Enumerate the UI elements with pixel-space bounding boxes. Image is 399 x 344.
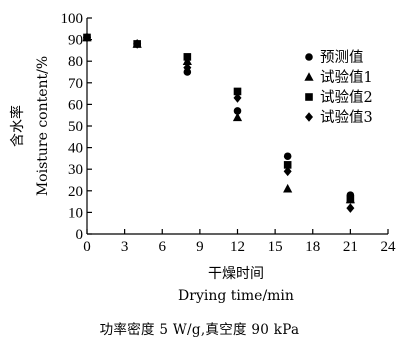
y-tick-label: 60 <box>68 97 83 113</box>
square-point <box>346 195 355 204</box>
triangle-point <box>232 112 243 122</box>
triangle-point <box>283 183 293 193</box>
legend-label: 预测值 <box>320 49 364 66</box>
y-tick-label: 10 <box>68 205 83 221</box>
y-axis-title-en: Moisture content/% <box>35 56 51 196</box>
legend-diamond-marker <box>305 112 313 122</box>
x-tick-label: 6 <box>159 239 167 255</box>
legend-square-marker <box>305 93 313 101</box>
chart: 0 3 6 9 12 15 18 21 24 0 10 20 30 40 50 60 70 80 90 100 预测值… <box>9 11 397 304</box>
circle-point <box>233 107 242 115</box>
x-axis-title-en: Drying time/min <box>178 288 294 304</box>
y-tick-label: 80 <box>68 54 83 70</box>
y-tick-label: 90 <box>68 33 83 49</box>
diamond-point <box>83 32 91 43</box>
diamond-point <box>133 39 142 49</box>
y-tick-label: 40 <box>68 141 83 157</box>
y-tick-label: 0 <box>76 227 84 243</box>
diamond-point <box>183 62 192 73</box>
legend-triangle-marker <box>304 72 314 81</box>
axes <box>86 17 389 235</box>
x-tick-label: 3 <box>121 239 129 255</box>
diamond-point <box>283 166 292 177</box>
diamond-point <box>346 203 355 213</box>
y-tick-label: 100 <box>61 11 84 27</box>
x-axis-title-cn: 干燥时间 <box>208 266 264 282</box>
legend-circle-marker <box>305 53 313 61</box>
x-tick-label: 21 <box>343 239 358 255</box>
triangle-point <box>182 56 192 65</box>
x-tick-label: 12 <box>230 239 245 255</box>
y-tick-label: 20 <box>68 184 83 200</box>
diamond-point <box>233 93 242 103</box>
legend-label: 试验值2 <box>320 89 373 106</box>
square-point <box>283 161 292 169</box>
data-points <box>82 32 355 213</box>
y-tick-label: 50 <box>68 119 83 135</box>
x-tick-label: 9 <box>196 239 204 255</box>
legend-label: 试验值1 <box>320 69 373 86</box>
legend-label: 试验值3 <box>320 109 373 126</box>
square-point <box>233 87 242 96</box>
square-point <box>183 53 192 61</box>
tick-labels: 0 3 6 9 12 15 18 21 24 0 10 20 30 40 50 60 70 80 90 100 <box>61 11 397 255</box>
x-tick-label: 0 <box>83 239 91 255</box>
circle-point <box>283 152 292 161</box>
x-tick-label: 18 <box>305 239 320 255</box>
x-tick-label: 24 <box>381 239 397 255</box>
y-tick-label: 70 <box>68 76 83 92</box>
y-axis-title-cn: 含水率 <box>9 105 26 147</box>
x-tick-label: 15 <box>268 239 283 255</box>
y-tick-label: 30 <box>68 162 83 178</box>
chart-caption: 功率密度 5 W/g,真空度 90 kPa <box>99 322 300 338</box>
